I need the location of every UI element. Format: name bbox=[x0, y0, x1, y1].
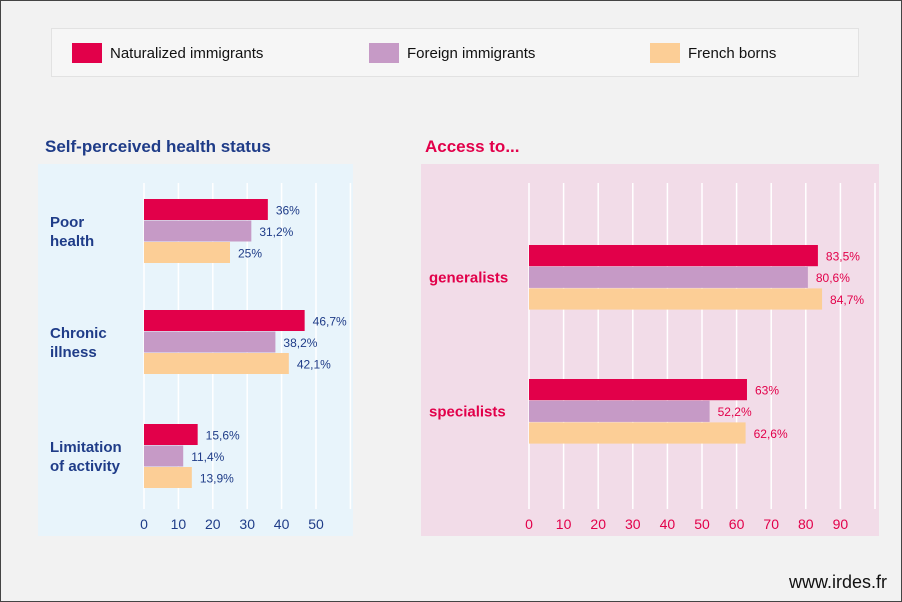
health-bar bbox=[144, 467, 192, 488]
access-data-label: 83,5% bbox=[826, 249, 860, 263]
legend-swatch-naturalized bbox=[72, 43, 102, 63]
access-bar bbox=[529, 266, 808, 288]
health-category-label: Poor bbox=[50, 214, 84, 231]
legend-swatch-foreign bbox=[369, 43, 399, 63]
legend-item-french: French borns bbox=[650, 42, 776, 64]
legend-label-french: French borns bbox=[688, 44, 777, 62]
access-category-label: specialists bbox=[429, 404, 506, 421]
health-bar bbox=[144, 353, 289, 374]
health-tick-label: 30 bbox=[239, 516, 255, 532]
legend-label-naturalized: Naturalized immigrants bbox=[110, 44, 264, 62]
access-tick-label: 90 bbox=[833, 516, 849, 532]
health-bar bbox=[144, 199, 268, 220]
left-chart-title: Self-perceived health status bbox=[45, 137, 271, 156]
health-data-label: 13,9% bbox=[200, 471, 234, 485]
access-tick-label: 60 bbox=[729, 516, 745, 532]
legend-swatch-french bbox=[650, 43, 680, 63]
health-bar bbox=[144, 310, 305, 331]
legend-item-naturalized: Naturalized immigrants bbox=[72, 42, 263, 64]
legend: Naturalized immigrants Foreign immigrant… bbox=[51, 28, 859, 77]
access-bar bbox=[529, 422, 746, 444]
access-panel-bg bbox=[421, 164, 879, 536]
health-bar bbox=[144, 242, 230, 263]
access-bar bbox=[529, 379, 747, 401]
access-data-label: 63% bbox=[755, 383, 779, 397]
right-chart-title: Access to... bbox=[425, 137, 520, 156]
access-bar bbox=[529, 400, 710, 422]
access-data-label: 84,7% bbox=[830, 293, 864, 307]
health-tick-label: 10 bbox=[171, 516, 187, 532]
health-tick-label: 50 bbox=[308, 516, 324, 532]
health-tick-label: 0 bbox=[140, 516, 148, 532]
health-data-label: 15,6% bbox=[206, 428, 240, 442]
health-category-label: of activity bbox=[50, 458, 121, 475]
health-category-label: health bbox=[50, 233, 94, 250]
access-bar bbox=[529, 288, 823, 310]
access-data-label: 52,2% bbox=[718, 405, 752, 419]
access-tick-label: 70 bbox=[763, 516, 779, 532]
health-data-label: 38,2% bbox=[283, 336, 317, 350]
health-data-label: 11,4% bbox=[191, 450, 224, 464]
access-tick-label: 20 bbox=[590, 516, 606, 532]
health-category-label: Limitation bbox=[50, 439, 122, 456]
health-bar bbox=[144, 424, 198, 445]
health-bar bbox=[144, 220, 252, 242]
access-tick-label: 30 bbox=[625, 516, 641, 532]
access-bar bbox=[529, 245, 818, 267]
access-tick-label: 0 bbox=[525, 516, 533, 532]
access-tick-label: 80 bbox=[798, 516, 814, 532]
access-category-label: generalists bbox=[429, 270, 508, 287]
health-data-label: 42,1% bbox=[297, 357, 331, 371]
health-tick-label: 20 bbox=[205, 516, 221, 532]
health-data-label: 46,7% bbox=[313, 314, 347, 328]
health-data-label: 31,2% bbox=[259, 225, 293, 239]
access-data-label: 80,6% bbox=[816, 271, 850, 285]
site-url: www.irdes.fr bbox=[788, 572, 887, 592]
health-bar bbox=[144, 445, 184, 467]
legend-item-foreign: Foreign immigrants bbox=[369, 42, 535, 64]
health-tick-label: 40 bbox=[274, 516, 290, 532]
health-category-label: Chronic bbox=[50, 325, 107, 342]
access-data-label: 62,6% bbox=[754, 427, 788, 441]
access-tick-label: 10 bbox=[556, 516, 572, 532]
health-bar bbox=[144, 331, 276, 353]
access-tick-label: 50 bbox=[694, 516, 710, 532]
health-data-label: 25% bbox=[238, 246, 262, 260]
access-tick-label: 40 bbox=[660, 516, 676, 532]
health-category-label: illness bbox=[50, 344, 97, 361]
health-data-label: 36% bbox=[276, 203, 300, 217]
legend-label-foreign: Foreign immigrants bbox=[407, 44, 536, 62]
